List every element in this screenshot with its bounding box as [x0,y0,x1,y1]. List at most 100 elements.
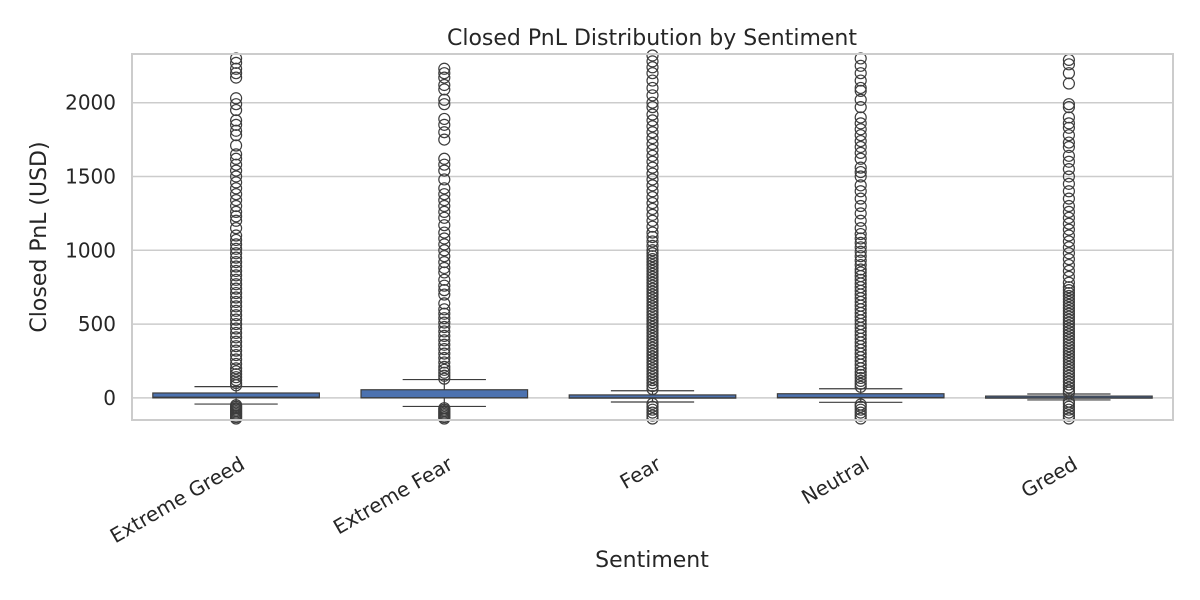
outlier-point [646,273,659,286]
x-axis-label: Sentiment [595,548,709,573]
outlier-point [854,241,867,254]
outlier-point [438,93,451,106]
box-group [152,52,320,425]
outlier-point [438,199,451,213]
outlier-point [1062,140,1076,154]
outlier-point [230,71,243,84]
outlier-point [438,118,451,131]
y-tick-label: 500 [78,312,116,336]
outlier-point [230,124,243,137]
outlier-point [230,251,243,264]
box-group [985,53,1153,425]
outlier-point [438,288,451,301]
outlier-point [230,282,243,295]
outlier-point [646,132,659,145]
outlier-point [438,334,451,347]
outlier-point [1062,67,1076,80]
outlier-point [230,368,243,381]
outlier-point [1062,369,1076,382]
outlier-point [1062,360,1076,373]
outlier-point [1062,307,1076,320]
x-tick-label: Neutral [797,452,873,510]
y-axis-ticks: 0 500 1000 1500 2000 [65,91,116,410]
outlier-point [646,267,659,280]
outlier-point [230,362,243,375]
outlier-point [854,273,867,286]
outlier-point [646,55,659,68]
outlier-point [854,81,867,95]
outlier-point [646,315,659,328]
outlier-point [230,199,243,213]
outlier-point [1062,409,1076,422]
box-series [152,49,1153,425]
outlier-point [854,245,867,258]
outlier-point [646,253,659,266]
outlier-point [438,158,451,171]
outlier-point [854,250,867,263]
outlier-point [1062,192,1076,205]
outlier-point [438,232,451,245]
outlier-point [854,377,867,390]
outlier-point [230,194,243,207]
outlier-point [230,205,243,219]
outlier-point [438,152,451,165]
outlier-point [438,343,451,356]
outlier-point [646,341,659,354]
outlier-point [854,165,867,179]
outlier-point [438,211,451,224]
outlier-point [646,258,659,272]
outlier-point [230,176,243,189]
outlier-point [1062,322,1076,335]
outlier-point [230,365,243,378]
outlier-point [646,208,659,221]
outlier-point [854,368,867,382]
outlier-point [646,409,659,422]
outlier-point [646,279,659,292]
outlier-point [1062,354,1076,368]
outlier-point [1062,258,1076,272]
outlier-point [646,323,659,337]
outlier-point [854,129,867,142]
outlier-point [1062,211,1076,224]
outlier-point [230,264,243,278]
x-tick-label: Extreme Fear [329,451,457,539]
outlier-point [438,83,451,96]
outlier-point [854,258,867,272]
outlier-point [646,108,659,121]
outlier-point [1062,284,1076,297]
outlier-point [646,155,659,168]
x-tick-label: Fear [616,451,666,494]
outlier-point [438,205,451,219]
outlier-point [646,294,659,307]
outlier-point [646,67,659,80]
outlier-point [646,261,659,275]
outlier-point [1062,253,1076,266]
outlier-point [230,291,243,304]
outlier-point [1062,276,1076,289]
outlier-point [1062,316,1076,329]
x-tick-label: Greed [1017,452,1081,503]
outlier-point [646,356,659,369]
outlier-point [438,226,451,239]
outlier-point [854,199,867,213]
outlier-point [230,331,243,344]
outlier-point [854,59,867,72]
outlier-point [230,152,243,165]
outlier-point [646,332,659,345]
outlier-point [854,146,867,159]
outlier-point [230,98,243,111]
outlier-point [646,317,659,331]
outlier-point [1062,381,1076,394]
outlier-point [438,219,451,232]
outlier-point [1062,101,1076,114]
outlier-point [1062,406,1076,419]
outlier-point [1062,366,1076,379]
outlier-point [646,377,659,390]
outlier-point [646,202,659,216]
outlier-point [646,306,659,319]
outlier-point [438,67,451,80]
outlier-point [230,118,243,131]
outlier-point [438,182,451,195]
x-axis-ticks: Extreme Greed Extreme Fear Fear Neutral Gree… [106,451,1082,548]
outlier-point [1062,177,1076,190]
